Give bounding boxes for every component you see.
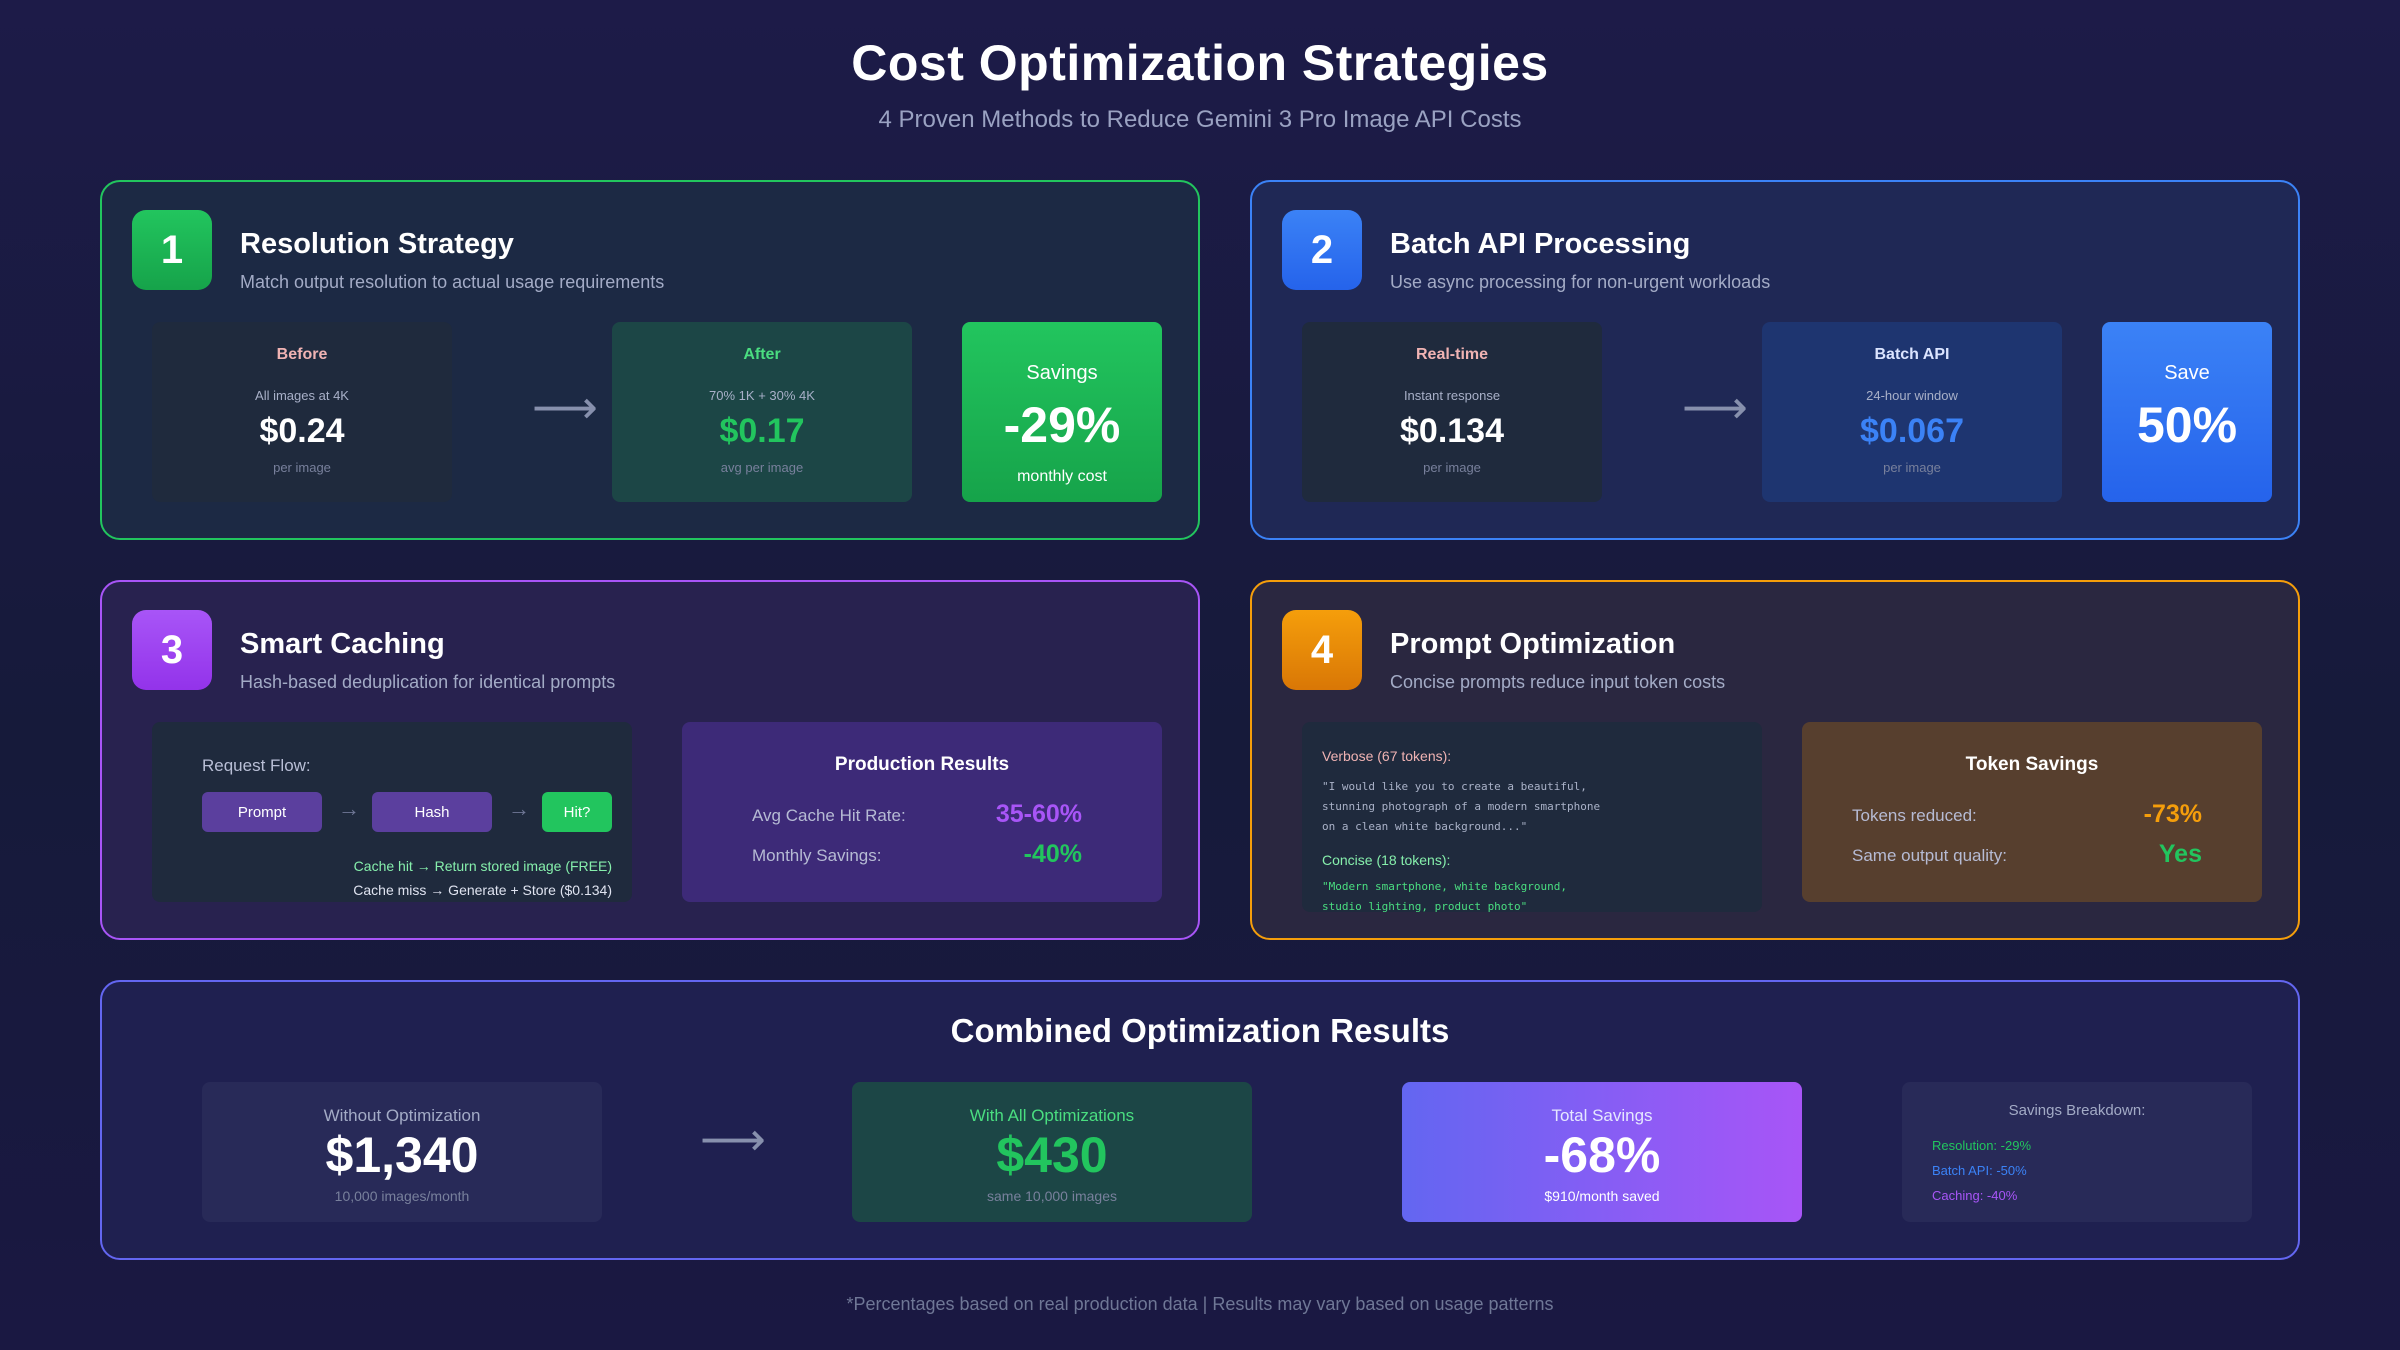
- results-key: Avg Cache Hit Rate:: [752, 806, 906, 825]
- save-box: Save 50%: [2102, 322, 2272, 502]
- step-number-badge: 2: [1282, 210, 1362, 290]
- total-value: -68%: [1543, 1127, 1661, 1183]
- before-box: Before All images at 4K $0.24 per image: [152, 322, 452, 502]
- before-unit: per image: [273, 460, 331, 475]
- with-value: $430: [996, 1127, 1108, 1183]
- breakdown-item: Caching: -40%: [1932, 1188, 2018, 1203]
- card-title: Resolution Strategy: [240, 228, 514, 260]
- after-unit: avg per image: [720, 460, 804, 475]
- arrow-right-icon: ⟶: [532, 381, 598, 433]
- verbose-line: on a clean white background...": [1322, 820, 1528, 833]
- after-box: After 70% 1K + 30% 4K $0.17 avg per imag…: [612, 322, 912, 502]
- total-savings-box: Total Savings -68% $910/month saved: [1402, 1082, 1802, 1222]
- realtime-box: Real-time Instant response $0.134 per im…: [1302, 322, 1602, 502]
- with-unit: same 10,000 images: [987, 1188, 1117, 1204]
- results-value: Yes: [2158, 840, 2202, 868]
- card-description: Concise prompts reduce input token costs: [1390, 672, 1726, 692]
- request-flow-box: Request Flow: Prompt → Hash → Hit? Cache…: [152, 722, 632, 902]
- breakdown-item: Resolution: -29%: [1932, 1138, 2031, 1153]
- batch-value: $0.067: [1860, 412, 1964, 450]
- resolution-strategy-card: 1 Resolution Strategy Match output resol…: [100, 180, 1200, 540]
- arrow-right-icon: ⟶: [1682, 381, 1748, 433]
- prompt-comparison-box: Verbose (67 tokens): "I would like you t…: [1302, 722, 1762, 913]
- results-key: Monthly Savings:: [752, 846, 882, 865]
- with-label: With All Optimizations: [969, 1106, 1135, 1125]
- footer-note: *Percentages based on real production da…: [846, 1294, 1554, 1314]
- flow-label: Request Flow:: [202, 756, 311, 775]
- verbose-line: "I would like you to create a beautiful,: [1322, 780, 1587, 793]
- token-savings-box: Token Savings Tokens reduced: -73% Same …: [1802, 722, 2262, 902]
- save-label: Save: [2164, 362, 2210, 384]
- combined-results-card: Combined Optimization Results Without Op…: [100, 980, 2300, 1260]
- flow-arrow-icon: →: [508, 796, 530, 821]
- flow-step-hit: Hit?: [542, 792, 612, 832]
- realtime-label: Real-time: [1415, 346, 1489, 363]
- arrow-right-icon: ⟶: [700, 1113, 766, 1165]
- step-number-badge: 1: [132, 210, 212, 290]
- card-title: Smart Caching: [240, 628, 445, 660]
- concise-line: studio lighting, product photo": [1322, 900, 1528, 913]
- realtime-value: $0.134: [1400, 412, 1504, 450]
- batch-api-card: 2 Batch API Processing Use async process…: [1250, 180, 2300, 540]
- savings-unit: monthly cost: [1017, 468, 1107, 485]
- flow-step-hash: Hash: [372, 792, 492, 832]
- realtime-unit: per image: [1423, 460, 1481, 475]
- results-key: Tokens reduced:: [1852, 806, 1977, 825]
- with-optimization-box: With All Optimizations $430 same 10,000 …: [852, 1082, 1252, 1222]
- batch-label: Batch API: [1874, 346, 1950, 363]
- save-value: 50%: [2136, 397, 2238, 453]
- combined-title: Combined Optimization Results: [950, 1012, 1450, 1049]
- after-sub: 70% 1K + 30% 4K: [709, 388, 815, 403]
- step-number-badge: 3: [132, 610, 212, 690]
- cache-hit-note: Cache hit → Return stored image (FREE): [353, 858, 612, 874]
- batch-sub: 24-hour window: [1866, 388, 1958, 403]
- batch-unit: per image: [1883, 460, 1941, 475]
- results-value: -40%: [1023, 840, 1082, 868]
- before-label: Before: [276, 346, 328, 363]
- without-optimization-box: Without Optimization $1,340 10,000 image…: [202, 1082, 602, 1222]
- before-sub: All images at 4K: [255, 388, 349, 403]
- flow-arrow-icon: →: [338, 796, 360, 821]
- concise-line: "Modern smartphone, white background,: [1322, 880, 1568, 893]
- savings-value: -29%: [1003, 397, 1121, 453]
- cache-miss-note: Cache miss → Generate + Store ($0.134): [353, 882, 612, 898]
- total-unit: $910/month saved: [1544, 1188, 1660, 1204]
- flow-step-prompt: Prompt: [202, 792, 322, 832]
- without-label: Without Optimization: [323, 1106, 481, 1125]
- page-title: Cost Optimization Strategies: [851, 35, 1549, 91]
- verbose-label: Verbose (67 tokens):: [1322, 748, 1452, 764]
- breakdown-item: Batch API: -50%: [1932, 1163, 2027, 1178]
- results-title: Production Results: [834, 754, 1010, 775]
- card-description: Use async processing for non-urgent work…: [1390, 272, 1771, 292]
- verbose-line: stunning photograph of a modern smartpho…: [1322, 800, 1601, 813]
- card-description: Match output resolution to actual usage …: [240, 272, 665, 292]
- savings-label: Savings: [1026, 362, 1098, 384]
- card-title: Prompt Optimization: [1390, 628, 1676, 660]
- after-value: $0.17: [719, 412, 805, 450]
- savings-breakdown-box: Savings Breakdown: Resolution: -29% Batc…: [1902, 1082, 2252, 1222]
- results-value: -73%: [2143, 800, 2202, 828]
- prompt-optimization-card: 4 Prompt Optimization Concise prompts re…: [1250, 580, 2300, 940]
- card-description: Hash-based deduplication for identical p…: [240, 672, 616, 692]
- before-value: $0.24: [259, 412, 345, 450]
- breakdown-title: Savings Breakdown:: [2008, 1102, 2146, 1119]
- page-subtitle: 4 Proven Methods to Reduce Gemini 3 Pro …: [878, 106, 1522, 133]
- after-label: After: [743, 346, 781, 363]
- without-unit: 10,000 images/month: [334, 1188, 470, 1204]
- realtime-sub: Instant response: [1403, 388, 1501, 403]
- results-value: 35-60%: [995, 800, 1082, 828]
- results-title: Token Savings: [1965, 754, 2099, 775]
- savings-box: Savings -29% monthly cost: [962, 322, 1162, 502]
- results-key: Same output quality:: [1852, 846, 2007, 865]
- batch-box: Batch API 24-hour window $0.067 per imag…: [1762, 322, 2062, 502]
- without-value: $1,340: [325, 1127, 479, 1183]
- production-results-box: Production Results Avg Cache Hit Rate: 3…: [682, 722, 1162, 902]
- card-title: Batch API Processing: [1390, 228, 1691, 260]
- total-label: Total Savings: [1551, 1106, 1653, 1125]
- concise-label: Concise (18 tokens):: [1322, 852, 1451, 868]
- smart-caching-card: 3 Smart Caching Hash-based deduplication…: [100, 580, 1200, 940]
- step-number-badge: 4: [1282, 610, 1362, 690]
